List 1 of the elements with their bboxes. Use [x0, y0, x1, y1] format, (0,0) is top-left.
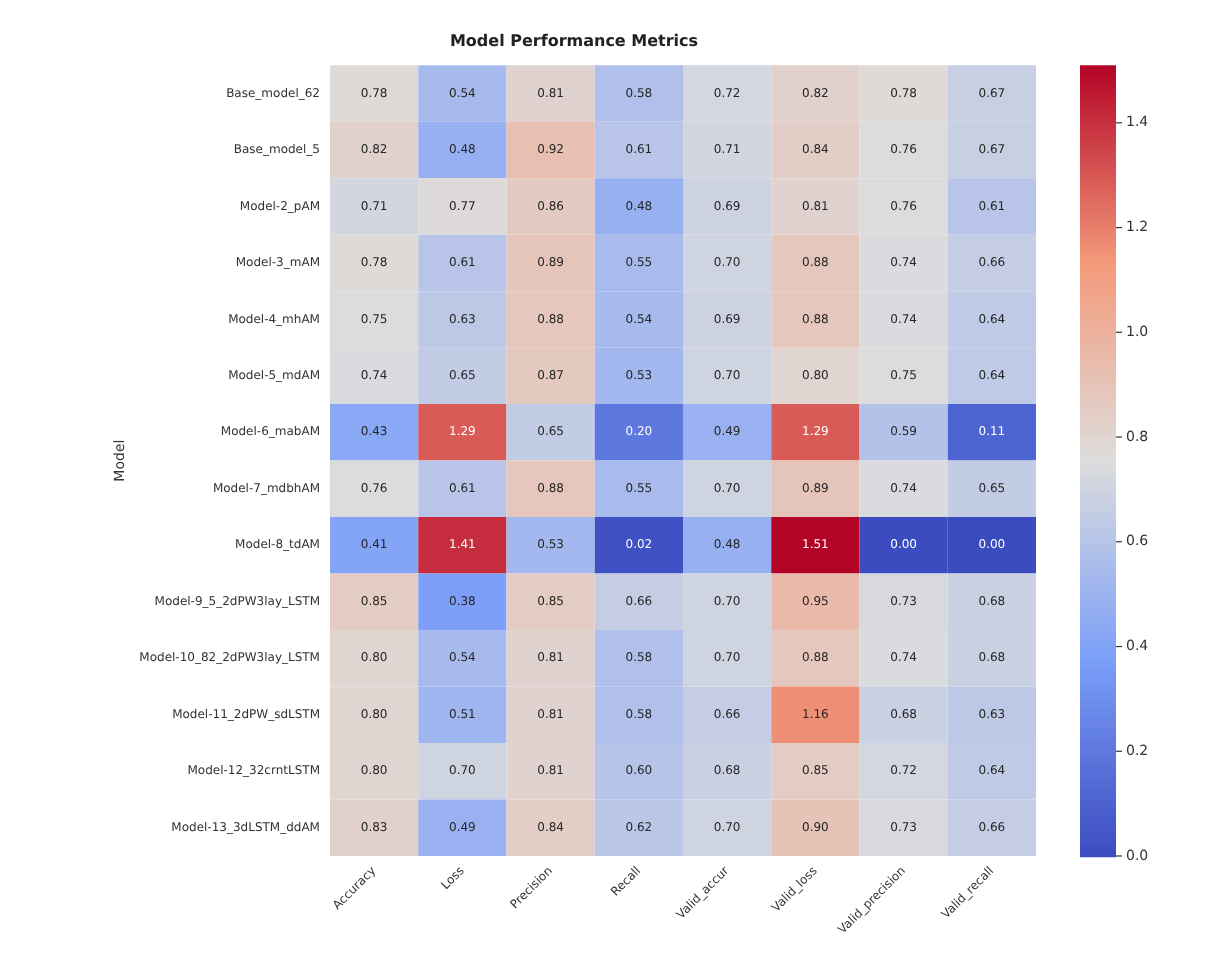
chart-title: Model Performance Metrics	[449, 31, 699, 50]
